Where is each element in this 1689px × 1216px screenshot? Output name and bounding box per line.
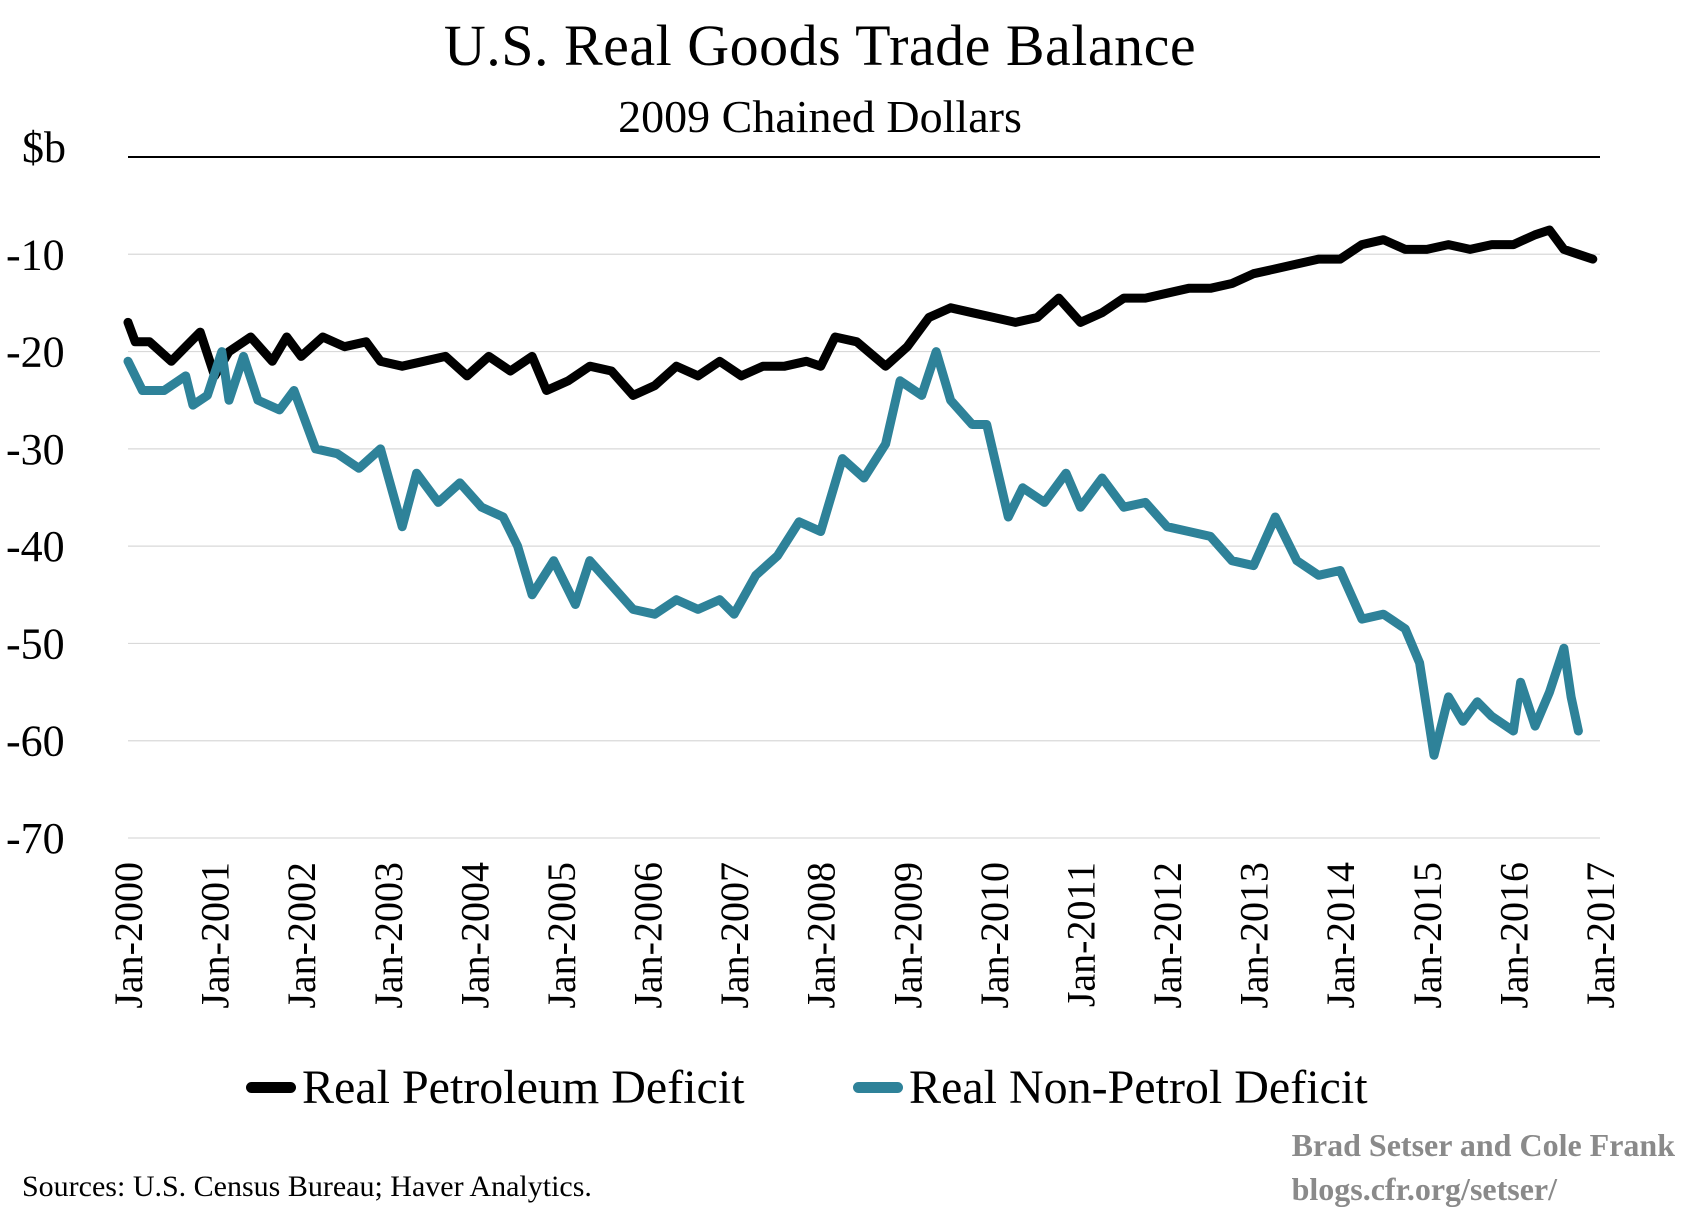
x-tick-label: Jan-2001: [193, 862, 238, 1009]
source-note: Sources: U.S. Census Bureau; Haver Analy…: [22, 1170, 592, 1203]
x-tick-label: Jan-2004: [452, 862, 497, 1009]
author-credit-url: blogs.cfr.org/setser/: [1291, 1171, 1557, 1207]
y-tick-label: -30: [6, 425, 65, 474]
y-tick-label: -70: [6, 814, 65, 863]
x-tick-label: Jan-2015: [1405, 862, 1450, 1009]
y-tick-label: -50: [6, 619, 65, 668]
author-credit-names: Brad Setser and Cole Frank: [1291, 1127, 1675, 1163]
legend-swatch-petroleum: [246, 1081, 296, 1093]
legend: Real Petroleum Deficit Real Non-Petrol D…: [0, 1052, 1689, 1122]
legend-item-non-petrol: Real Non-Petrol Deficit: [853, 1052, 1368, 1122]
y-axis-unit-label: $b: [22, 123, 66, 172]
x-tick-label: Jan-2007: [712, 862, 757, 1009]
x-tick-label: Jan-2003: [366, 862, 411, 1009]
legend-label-non-petrol: Real Non-Petrol Deficit: [909, 1060, 1368, 1114]
x-tick-label: Jan-2009: [885, 862, 930, 1009]
x-tick-label: Jan-2017: [1578, 862, 1623, 1009]
x-tick-label: Jan-2000: [106, 862, 151, 1009]
legend-swatch-non-petrol: [853, 1081, 903, 1093]
chart-subtitle: 2009 Chained Dollars: [618, 91, 1022, 142]
x-tick-label: Jan-2014: [1318, 862, 1363, 1009]
series-line-petroleum: [123, 225, 1598, 400]
y-tick-label: -20: [6, 328, 65, 377]
y-tick-label: -40: [6, 522, 65, 571]
x-tick-label: Jan-2013: [1232, 862, 1277, 1009]
y-tick-label: -10: [6, 230, 65, 279]
x-tick-label: Jan-2016: [1491, 862, 1536, 1009]
legend-label-petroleum: Real Petroleum Deficit: [302, 1060, 745, 1114]
x-tick-label: Jan-2005: [539, 862, 584, 1009]
x-tick-label: Jan-2002: [279, 862, 324, 1009]
x-tick-label: Jan-2010: [972, 862, 1017, 1009]
x-tick-label: Jan-2012: [1145, 862, 1190, 1009]
chart-title: U.S. Real Goods Trade Balance: [443, 13, 1197, 78]
x-tick-label: Jan-2011: [1058, 862, 1103, 1007]
legend-item-petroleum: Real Petroleum Deficit: [246, 1052, 745, 1122]
x-tick-label: Jan-2008: [799, 862, 844, 1009]
author-credit: Brad Setser and Cole Frank blogs.cfr.org…: [1292, 1123, 1675, 1211]
y-tick-label: -60: [6, 717, 65, 766]
x-tick-label: Jan-2006: [626, 862, 671, 1009]
series-line-non-petrol: [123, 347, 1583, 760]
